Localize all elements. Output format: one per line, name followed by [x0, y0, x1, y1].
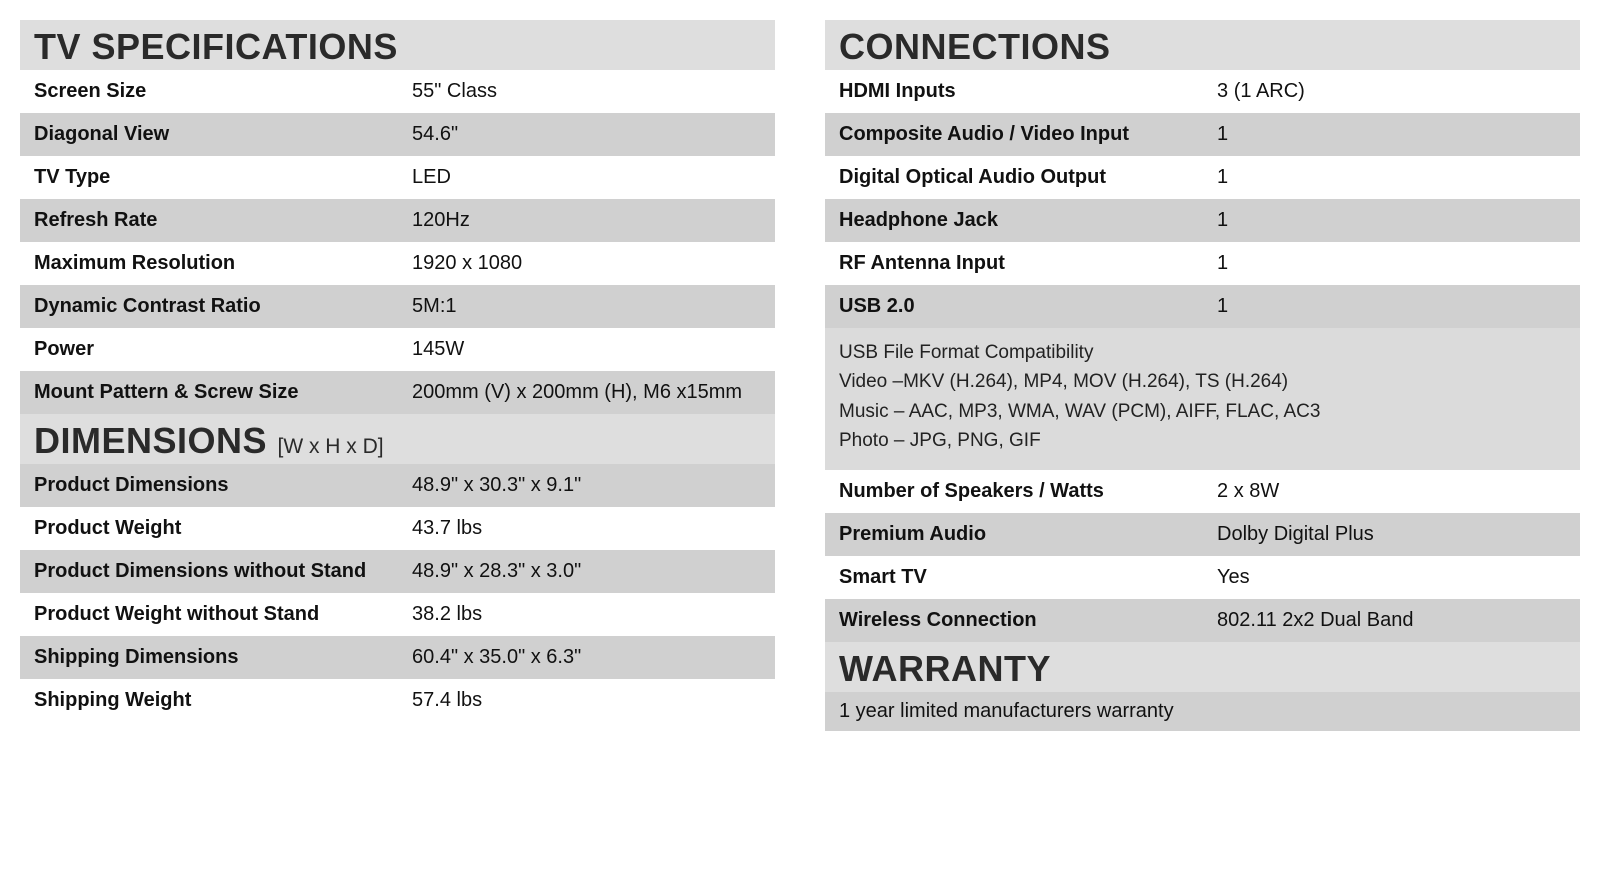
- warranty-title: WARRANTY: [839, 648, 1051, 690]
- table-row: Product Weight43.7 lbs: [20, 507, 775, 550]
- spec-value: 1: [1217, 121, 1566, 148]
- spec-value: 55" Class: [412, 78, 761, 105]
- spec-label: Product Weight without Stand: [34, 601, 412, 628]
- spec-value: 1: [1217, 293, 1566, 320]
- table-row: Power145W: [20, 328, 775, 371]
- dimensions-title: DIMENSIONS: [34, 420, 267, 462]
- table-row: Refresh Rate120Hz: [20, 199, 775, 242]
- spec-label: Refresh Rate: [34, 207, 412, 234]
- tv-specs-header: TV SPECIFICATIONS: [20, 20, 775, 70]
- spec-label: Product Dimensions: [34, 472, 412, 499]
- table-row: RF Antenna Input1: [825, 242, 1580, 285]
- spec-value: 1: [1217, 164, 1566, 191]
- table-row: Premium AudioDolby Digital Plus: [825, 513, 1580, 556]
- connections-header: CONNECTIONS: [825, 20, 1580, 70]
- table-row: Product Weight without Stand38.2 lbs: [20, 593, 775, 636]
- table-row: HDMI Inputs3 (1 ARC): [825, 70, 1580, 113]
- spec-label: Digital Optical Audio Output: [839, 164, 1217, 191]
- table-row: Digital Optical Audio Output1: [825, 156, 1580, 199]
- spec-label: Power: [34, 336, 412, 363]
- spec-label: Dynamic Contrast Ratio: [34, 293, 412, 320]
- spec-label: Smart TV: [839, 564, 1217, 591]
- spec-sheet: TV SPECIFICATIONS Screen Size55" Class D…: [20, 20, 1580, 731]
- usb-note-music: Music – AAC, MP3, WMA, WAV (PCM), AIFF, …: [839, 397, 1566, 426]
- spec-value: 3 (1 ARC): [1217, 78, 1566, 105]
- spec-value: Yes: [1217, 564, 1566, 591]
- table-row: Product Dimensions48.9" x 30.3" x 9.1": [20, 464, 775, 507]
- table-row: Shipping Dimensions60.4" x 35.0" x 6.3": [20, 636, 775, 679]
- spec-value: 48.9" x 30.3" x 9.1": [412, 472, 761, 499]
- spec-label: Composite Audio / Video Input: [839, 121, 1217, 148]
- spec-label: USB 2.0: [839, 293, 1217, 320]
- spec-value: 1: [1217, 207, 1566, 234]
- spec-value: 2 x 8W: [1217, 478, 1566, 505]
- table-row: Wireless Connection802.11 2x2 Dual Band: [825, 599, 1580, 642]
- spec-label: RF Antenna Input: [839, 250, 1217, 277]
- spec-label: TV Type: [34, 164, 412, 191]
- spec-value: 57.4 lbs: [412, 687, 761, 714]
- tv-specs-table: Screen Size55" Class Diagonal View54.6" …: [20, 70, 775, 414]
- table-row: Headphone Jack1: [825, 199, 1580, 242]
- spec-value: 120Hz: [412, 207, 761, 234]
- table-row: Smart TVYes: [825, 556, 1580, 599]
- connections-title: CONNECTIONS: [839, 26, 1111, 68]
- spec-value: 145W: [412, 336, 761, 363]
- spec-label: Shipping Weight: [34, 687, 412, 714]
- table-row: Composite Audio / Video Input1: [825, 113, 1580, 156]
- usb-note-heading: USB File Format Compatibility: [839, 338, 1566, 367]
- spec-label: HDMI Inputs: [839, 78, 1217, 105]
- table-row: Number of Speakers / Watts2 x 8W: [825, 470, 1580, 513]
- spec-value: 200mm (V) x 200mm (H), M6 x15mm: [412, 379, 761, 406]
- spec-label: Wireless Connection: [839, 607, 1217, 634]
- dimensions-header: DIMENSIONS [W x H x D]: [20, 414, 775, 464]
- tv-specs-title: TV SPECIFICATIONS: [34, 26, 398, 68]
- spec-value: Dolby Digital Plus: [1217, 521, 1566, 548]
- right-column: CONNECTIONS HDMI Inputs3 (1 ARC) Composi…: [825, 20, 1580, 731]
- usb-note-photo: Photo – JPG, PNG, GIF: [839, 426, 1566, 455]
- spec-label: Shipping Dimensions: [34, 644, 412, 671]
- spec-label: Product Weight: [34, 515, 412, 542]
- spec-label: Premium Audio: [839, 521, 1217, 548]
- spec-label: Screen Size: [34, 78, 412, 105]
- table-row: Dynamic Contrast Ratio5M:1: [20, 285, 775, 328]
- left-column: TV SPECIFICATIONS Screen Size55" Class D…: [20, 20, 775, 731]
- spec-label: Diagonal View: [34, 121, 412, 148]
- warranty-header: WARRANTY: [825, 642, 1580, 692]
- table-row: Maximum Resolution1920 x 1080: [20, 242, 775, 285]
- usb-compat-note: USB File Format Compatibility Video –MKV…: [825, 328, 1580, 470]
- spec-value: LED: [412, 164, 761, 191]
- usb-note-video: Video –MKV (H.264), MP4, MOV (H.264), TS…: [839, 367, 1566, 396]
- dimensions-table: Product Dimensions48.9" x 30.3" x 9.1" P…: [20, 464, 775, 722]
- table-row: Diagonal View54.6": [20, 113, 775, 156]
- connections-table: HDMI Inputs3 (1 ARC) Composite Audio / V…: [825, 70, 1580, 642]
- spec-label: Product Dimensions without Stand: [34, 558, 412, 585]
- spec-value: 802.11 2x2 Dual Band: [1217, 607, 1566, 634]
- dimensions-subtitle: [W x H x D]: [277, 435, 383, 458]
- spec-value: 43.7 lbs: [412, 515, 761, 542]
- table-row: Screen Size55" Class: [20, 70, 775, 113]
- table-row: TV TypeLED: [20, 156, 775, 199]
- spec-label: Mount Pattern & Screw Size: [34, 379, 412, 406]
- spec-value: 1920 x 1080: [412, 250, 761, 277]
- table-row: Shipping Weight57.4 lbs: [20, 679, 775, 722]
- spec-value: 5M:1: [412, 293, 761, 320]
- spec-label: Number of Speakers / Watts: [839, 478, 1217, 505]
- warranty-text: 1 year limited manufacturers warranty: [825, 692, 1580, 731]
- spec-value: 1: [1217, 250, 1566, 277]
- spec-value: 48.9" x 28.3" x 3.0": [412, 558, 761, 585]
- spec-value: 38.2 lbs: [412, 601, 761, 628]
- table-row: Mount Pattern & Screw Size200mm (V) x 20…: [20, 371, 775, 414]
- spec-value: 60.4" x 35.0" x 6.3": [412, 644, 761, 671]
- spec-value: 54.6": [412, 121, 761, 148]
- spec-label: Maximum Resolution: [34, 250, 412, 277]
- table-row: USB 2.01: [825, 285, 1580, 328]
- spec-label: Headphone Jack: [839, 207, 1217, 234]
- table-row: Product Dimensions without Stand48.9" x …: [20, 550, 775, 593]
